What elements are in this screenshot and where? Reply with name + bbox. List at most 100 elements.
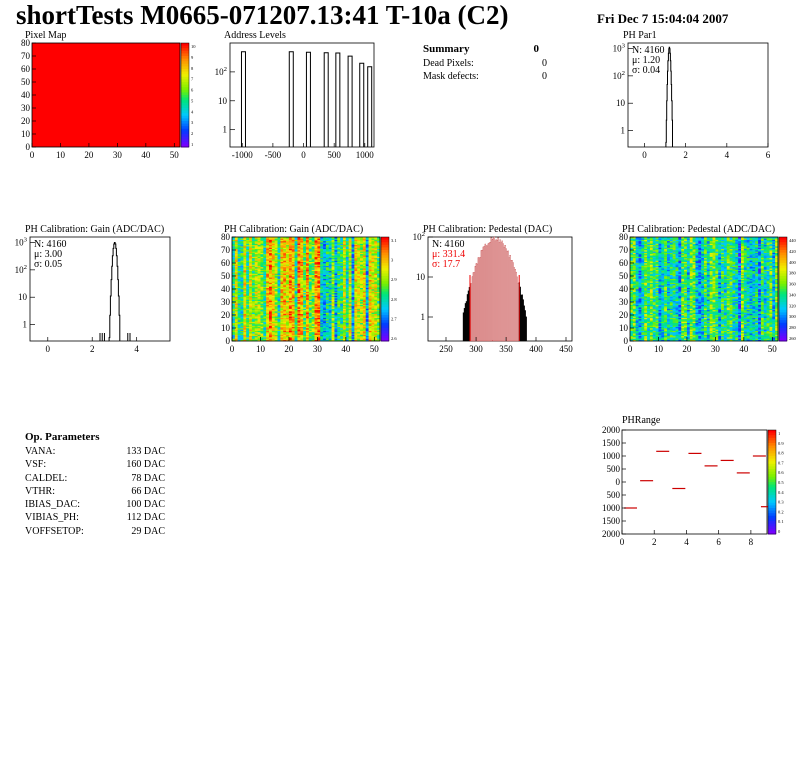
heatmap-cell — [246, 326, 250, 329]
heatmap-cell — [337, 238, 341, 240]
colorbar-segment — [181, 87, 189, 91]
heatmap-cell — [246, 261, 250, 264]
heatmap-cell — [340, 250, 344, 252]
x-tick-label: 0 — [46, 344, 51, 354]
heatmap-cell — [277, 285, 281, 287]
heatmap-cell — [303, 316, 307, 318]
heatmap-cell — [630, 272, 634, 274]
heatmap-cell — [331, 320, 335, 322]
heatmap-cell — [351, 313, 355, 316]
heatmap-cell — [377, 286, 381, 288]
heatmap-cell — [331, 286, 335, 288]
heatmap-cell — [362, 263, 367, 265]
heatmap-cell — [371, 246, 375, 248]
heatmap-cell — [343, 295, 347, 298]
heatmap-cell — [632, 285, 636, 287]
heatmap-cell — [644, 289, 648, 291]
heatmap-cell — [368, 338, 372, 340]
heatmap-cell — [232, 317, 236, 320]
heatmap-cell — [641, 277, 645, 279]
heatmap-cell — [328, 296, 332, 299]
heatmap-cell — [306, 303, 310, 305]
heatmap-cell — [638, 282, 642, 285]
heatmap-cell — [334, 250, 338, 252]
heatmap-cell — [343, 248, 347, 251]
heatmap-cell — [362, 334, 367, 337]
heatmap-cell — [240, 331, 244, 334]
heatmap-cell — [308, 237, 312, 239]
heatmap-cell — [311, 270, 315, 273]
heatmap-cell — [311, 272, 315, 274]
heatmap-cell — [630, 246, 634, 248]
heatmap-cell — [308, 312, 312, 314]
heatmap-cell — [368, 292, 372, 295]
heatmap-cell — [254, 246, 258, 248]
heatmap-cell — [234, 294, 238, 296]
heatmap-cell — [251, 305, 256, 308]
heatmap-cell — [348, 285, 352, 287]
heatmap-cell — [260, 289, 264, 291]
heatmap-cell — [368, 326, 372, 329]
heatmap-cell — [294, 266, 298, 269]
heatmap-cell — [343, 320, 347, 322]
heatmap-cell — [243, 251, 247, 253]
heatmap-cell — [269, 326, 273, 329]
heatmap-cell — [300, 320, 304, 322]
heatmap-cell — [644, 285, 648, 287]
heatmap-cell — [360, 333, 364, 335]
heatmap-cell — [314, 240, 318, 243]
heatmap-cell — [269, 278, 273, 281]
heatmap-cell — [237, 298, 241, 300]
heatmap-cell — [254, 265, 258, 268]
heatmap-cell — [306, 315, 310, 317]
heatmap-cell — [266, 304, 270, 307]
heatmap-cell — [348, 302, 352, 304]
heatmap-cell — [291, 237, 295, 239]
heatmap-cell — [368, 269, 372, 272]
heatmap-cell — [641, 303, 645, 305]
heatmap-cell — [331, 242, 335, 244]
heatmap-cell — [288, 261, 293, 264]
heatmap-cell — [323, 325, 327, 327]
heatmap-cell — [632, 281, 636, 283]
heatmap-cell — [632, 316, 636, 318]
heatmap-cell — [283, 272, 287, 274]
heatmap-cell — [314, 320, 318, 322]
heatmap-cell — [249, 294, 253, 296]
heatmap-cell — [283, 335, 287, 338]
heatmap-cell — [246, 329, 250, 331]
heatmap-cell — [314, 335, 318, 338]
heatmap-cell — [360, 269, 364, 272]
heatmap-cell — [357, 265, 361, 268]
heatmap-cell — [297, 302, 301, 304]
heatmap-cell — [246, 321, 250, 324]
heatmap-cell — [328, 318, 332, 321]
colorbar-segment — [381, 320, 389, 324]
heatmap-cell — [320, 264, 324, 266]
heatmap-cell — [300, 287, 304, 290]
heatmap-cell — [269, 279, 273, 282]
heatmap-cell — [234, 309, 238, 312]
heatmap-cell — [314, 239, 318, 242]
heatmap-cell — [246, 292, 250, 295]
heatmap-cell — [377, 277, 381, 279]
heatmap-cell — [288, 242, 293, 244]
heatmap-cell — [630, 298, 634, 300]
heatmap-cell — [641, 264, 645, 266]
heatmap-cell — [357, 330, 361, 333]
heatmap-cell — [323, 252, 327, 255]
heatmap-cell — [377, 339, 381, 342]
heatmap-cell — [311, 259, 315, 261]
heatmap-cell — [320, 253, 324, 256]
heatmap-cell — [249, 313, 253, 316]
heatmap-cell — [632, 248, 636, 251]
heatmap-cell — [263, 330, 267, 333]
y-tick-label: 30 — [221, 297, 231, 307]
heatmap-cell — [334, 243, 338, 246]
heatmap-cell — [291, 311, 295, 313]
heatmap-cell — [340, 277, 344, 279]
heatmap-cell — [306, 286, 310, 288]
heatmap-cell — [323, 315, 327, 317]
heatmap-cell — [314, 328, 318, 330]
